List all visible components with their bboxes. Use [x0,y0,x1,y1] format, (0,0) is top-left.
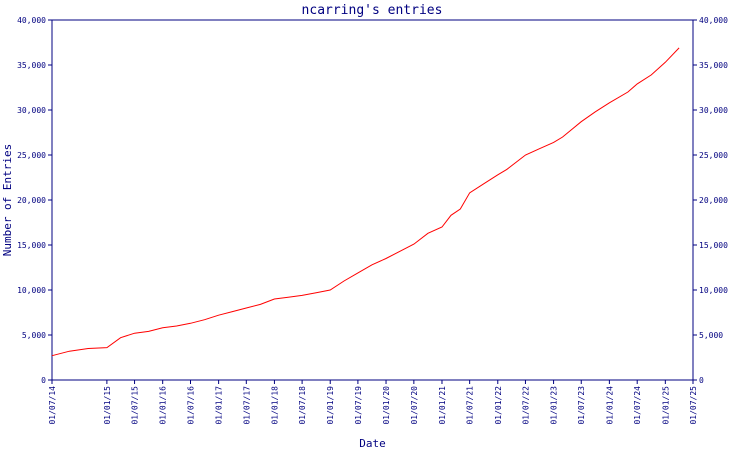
y-tick-label-left: 35,000 [17,61,46,70]
y-tick-label-right: 20,000 [699,196,728,205]
y-tick-label-right: 25,000 [699,151,728,160]
y-tick-label-left: 10,000 [17,286,46,295]
x-tick-label: 01/07/23 [577,386,586,425]
y-tick-label-left: 15,000 [17,241,46,250]
x-tick-label: 01/07/14 [48,386,57,425]
y-tick-label-right: 5,000 [699,331,723,340]
x-tick-label: 01/01/22 [494,386,503,425]
x-tick-label: 01/01/18 [270,386,279,425]
y-tick-label-right: 10,000 [699,286,728,295]
y-tick-label-right: 35,000 [699,61,728,70]
x-axis-title: Date [359,437,386,450]
x-tick-label: 01/07/22 [521,386,530,425]
x-tick-label: 01/07/20 [410,386,419,425]
x-tick-label: 01/07/17 [242,386,251,425]
x-tick-label: 01/01/25 [661,386,670,425]
plot-frame [51,19,694,381]
y-tick-label-left: 40,000 [17,16,46,25]
x-tick-label: 01/01/16 [159,386,168,425]
y-tick-label-left: 20,000 [17,196,46,205]
x-tick-label: 01/07/15 [131,386,140,425]
y-tick-label-right: 15,000 [699,241,728,250]
x-tick-label: 01/01/24 [605,386,614,425]
x-tick-label: 01/01/17 [215,386,224,425]
y-axis-title: Number of Entries [1,144,14,257]
y-tick-label-right: 40,000 [699,16,728,25]
entries-series-line [51,47,680,357]
x-tick-label: 01/01/19 [326,386,335,425]
x-tick-label: 01/01/20 [382,386,391,425]
y-axis-left: 0 5,000 10,000 15,000 20,000 25,000 30,000 35,0… [17,16,52,385]
y-tick-label-left: 25,000 [17,151,46,160]
x-tick-label: 01/07/25 [689,386,698,425]
y-tick-label-right: 30,000 [699,106,728,115]
x-tick-label: 01/01/23 [550,386,559,425]
y-tick-label-right: 0 [699,376,704,385]
x-tick-label: 01/01/21 [438,386,447,425]
y-axis-right: 0 5,000 10,000 15,000 20,000 25,000 30,000 35,0… [693,16,728,385]
chart-title: ncarring's entries [302,3,443,18]
x-tick-label: 01/07/24 [633,386,642,425]
x-axis: 01/07/14 01/01/15 01/07/15 01/01/16 01/07/16… [48,380,698,425]
x-tick-label: 01/07/18 [298,386,307,425]
x-tick-label: 01/07/19 [354,386,363,425]
x-tick-label: 01/01/15 [103,386,112,425]
x-tick-label: 01/07/21 [466,386,475,425]
x-tick-label: 01/07/16 [187,386,196,425]
y-tick-label-left: 0 [41,376,46,385]
y-tick-label-left: 30,000 [17,106,46,115]
y-tick-label-left: 5,000 [22,331,46,340]
